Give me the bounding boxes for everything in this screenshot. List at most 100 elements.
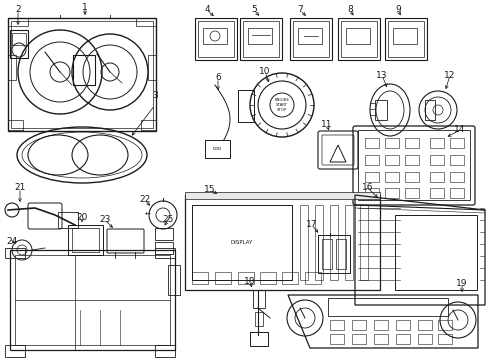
Bar bbox=[449, 155, 463, 165]
Bar bbox=[297, 28, 321, 44]
Bar bbox=[346, 28, 369, 44]
Bar bbox=[387, 21, 423, 57]
Bar bbox=[11, 21, 153, 128]
Bar bbox=[384, 172, 398, 182]
Text: 21: 21 bbox=[14, 184, 26, 193]
Bar bbox=[404, 155, 418, 165]
Bar bbox=[252, 290, 264, 308]
Bar bbox=[260, 272, 275, 284]
Bar bbox=[155, 228, 173, 240]
Text: 24: 24 bbox=[6, 238, 18, 247]
Text: 6: 6 bbox=[215, 73, 221, 82]
Bar bbox=[5, 248, 25, 258]
Text: 8: 8 bbox=[346, 5, 352, 14]
Bar bbox=[155, 345, 175, 357]
Bar bbox=[240, 18, 282, 60]
Text: 13: 13 bbox=[375, 71, 387, 80]
Bar bbox=[449, 138, 463, 148]
Bar bbox=[195, 18, 237, 60]
Bar bbox=[384, 155, 398, 165]
Bar bbox=[327, 298, 447, 316]
Bar bbox=[384, 18, 426, 60]
Text: 19: 19 bbox=[455, 279, 467, 288]
Bar bbox=[364, 172, 378, 182]
Bar bbox=[373, 320, 387, 330]
Bar bbox=[437, 320, 451, 330]
Bar bbox=[72, 228, 99, 252]
Bar bbox=[249, 332, 267, 346]
Bar bbox=[417, 334, 431, 344]
Bar bbox=[373, 334, 387, 344]
Bar bbox=[351, 334, 365, 344]
Text: 23: 23 bbox=[99, 216, 110, 225]
Bar bbox=[351, 320, 365, 330]
Bar bbox=[192, 205, 291, 280]
Bar bbox=[437, 334, 451, 344]
Bar bbox=[429, 188, 443, 198]
Bar bbox=[282, 272, 297, 284]
Bar bbox=[335, 239, 346, 269]
Bar bbox=[8, 120, 23, 130]
Bar bbox=[374, 100, 386, 120]
Text: 10: 10 bbox=[259, 68, 270, 77]
Bar bbox=[141, 120, 156, 130]
Text: ENGINE
START
STOP: ENGINE START STOP bbox=[274, 98, 289, 112]
Bar bbox=[340, 21, 376, 57]
Bar bbox=[384, 138, 398, 148]
Bar bbox=[364, 138, 378, 148]
Bar bbox=[168, 265, 180, 295]
Bar bbox=[10, 250, 175, 350]
Bar bbox=[238, 272, 253, 284]
Bar bbox=[148, 55, 156, 80]
Bar bbox=[204, 140, 229, 158]
Text: DISPLAY: DISPLAY bbox=[230, 239, 253, 244]
Bar bbox=[404, 138, 418, 148]
Bar bbox=[329, 320, 343, 330]
Bar bbox=[345, 205, 352, 280]
Bar bbox=[254, 312, 263, 326]
Bar bbox=[243, 21, 279, 57]
Bar bbox=[12, 33, 26, 45]
Bar bbox=[364, 155, 378, 165]
Bar bbox=[429, 155, 443, 165]
Bar bbox=[58, 212, 78, 228]
Bar bbox=[198, 21, 234, 57]
Bar bbox=[395, 334, 409, 344]
Text: 1: 1 bbox=[82, 3, 88, 12]
Text: 20: 20 bbox=[76, 213, 87, 222]
Bar bbox=[155, 242, 173, 254]
Bar bbox=[299, 205, 307, 280]
Bar bbox=[449, 188, 463, 198]
Bar bbox=[329, 334, 343, 344]
Text: ←: ← bbox=[145, 212, 151, 218]
Bar bbox=[317, 235, 349, 273]
Bar bbox=[15, 255, 170, 345]
Text: 18: 18 bbox=[244, 278, 255, 287]
Text: 25: 25 bbox=[162, 216, 173, 225]
Bar bbox=[314, 205, 323, 280]
Bar bbox=[289, 18, 331, 60]
Text: 2: 2 bbox=[15, 5, 21, 14]
Text: 5: 5 bbox=[251, 5, 256, 14]
Text: 15: 15 bbox=[204, 185, 215, 194]
Text: 14: 14 bbox=[453, 126, 465, 135]
Bar bbox=[404, 188, 418, 198]
Bar bbox=[292, 21, 328, 57]
Bar bbox=[449, 172, 463, 182]
Bar bbox=[68, 225, 103, 255]
Bar bbox=[247, 28, 271, 44]
Bar bbox=[429, 172, 443, 182]
Text: 12: 12 bbox=[444, 71, 455, 80]
Bar bbox=[192, 272, 207, 284]
Bar bbox=[215, 272, 230, 284]
Bar bbox=[417, 320, 431, 330]
Bar bbox=[424, 100, 434, 120]
Text: 4: 4 bbox=[204, 5, 209, 14]
Text: 22: 22 bbox=[139, 195, 150, 204]
Bar bbox=[73, 55, 95, 85]
Text: 17: 17 bbox=[305, 220, 317, 230]
Bar bbox=[155, 248, 175, 258]
Bar bbox=[184, 192, 379, 199]
Bar bbox=[305, 272, 320, 284]
Bar bbox=[329, 205, 337, 280]
